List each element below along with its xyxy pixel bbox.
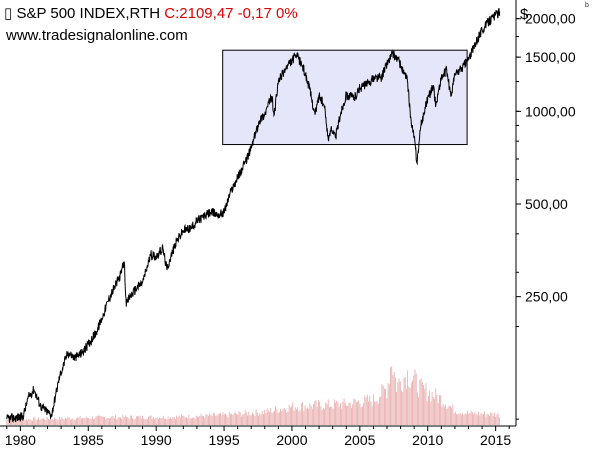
- x-axis: 1980 1985 1990 1995 2000 2005 2010 2015: [0, 425, 516, 448]
- x-tick-label: 1995: [208, 432, 239, 448]
- highlight-box: [222, 49, 468, 146]
- source-url: www.tradesignalonline.com: [6, 27, 188, 44]
- y-tick-label: 500,00: [525, 196, 568, 212]
- y-axis: 2000,00 1500,00 1000,00 500,00 250,00: [515, 0, 576, 426]
- x-tick-label: 1985: [73, 432, 104, 448]
- price-line: [6, 8, 501, 423]
- x-tick-label: 2010: [412, 432, 443, 448]
- x-tick-label: 1980: [5, 432, 36, 448]
- currency-label: $: [520, 6, 529, 23]
- x-tick-label: 2000: [276, 432, 307, 448]
- y-tick-label: 2000,00: [525, 11, 576, 27]
- y-tick-label: 1500,00: [525, 49, 576, 65]
- corner-mark: b: [585, 2, 589, 9]
- chart-title: ▯ S&P 500 INDEX,RTH C:2109,47 -0,17 0%: [4, 4, 298, 22]
- close-value: C:2109,47 -0,17 0%: [164, 5, 298, 22]
- x-tick-label: 2005: [344, 432, 375, 448]
- chart-symbol-icon: ▯: [4, 5, 13, 22]
- y-tick-label: 1000,00: [525, 103, 576, 119]
- symbol-label: S&P 500 INDEX,RTH: [16, 5, 161, 22]
- y-tick-label: 250,00: [525, 289, 568, 305]
- volume-bars: [6, 366, 500, 425]
- x-tick-label: 1990: [141, 432, 172, 448]
- x-tick-label: 2015: [480, 432, 511, 448]
